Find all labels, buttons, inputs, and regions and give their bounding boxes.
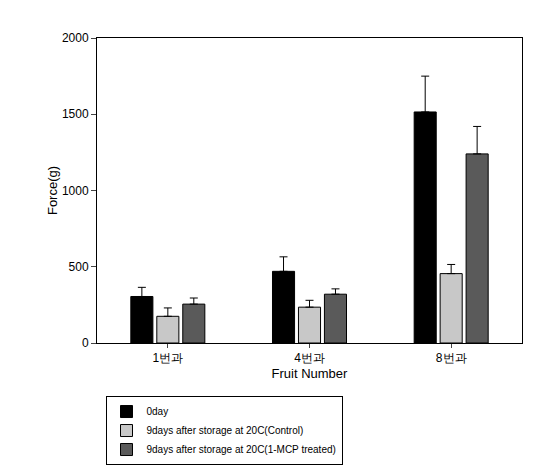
svg-text:9days after storage at 20C(Con: 9days after storage at 20C(Control) <box>147 425 304 436</box>
svg-text:0: 0 <box>82 336 89 350</box>
svg-text:Force(g): Force(g) <box>45 166 60 215</box>
svg-text:1500: 1500 <box>62 107 89 121</box>
svg-text:2000: 2000 <box>62 31 89 45</box>
svg-text:500: 500 <box>69 260 89 274</box>
svg-text:0day: 0day <box>147 406 169 417</box>
svg-text:4번과: 4번과 <box>294 351 325 365</box>
svg-text:8번과: 8번과 <box>436 351 467 365</box>
svg-text:1000: 1000 <box>62 184 89 198</box>
svg-text:9days after storage at 20C(1-M: 9days after storage at 20C(1-MCP treated… <box>147 444 336 455</box>
svg-text:Fruit Number: Fruit Number <box>272 366 349 381</box>
svg-text:1번과: 1번과 <box>152 351 183 365</box>
